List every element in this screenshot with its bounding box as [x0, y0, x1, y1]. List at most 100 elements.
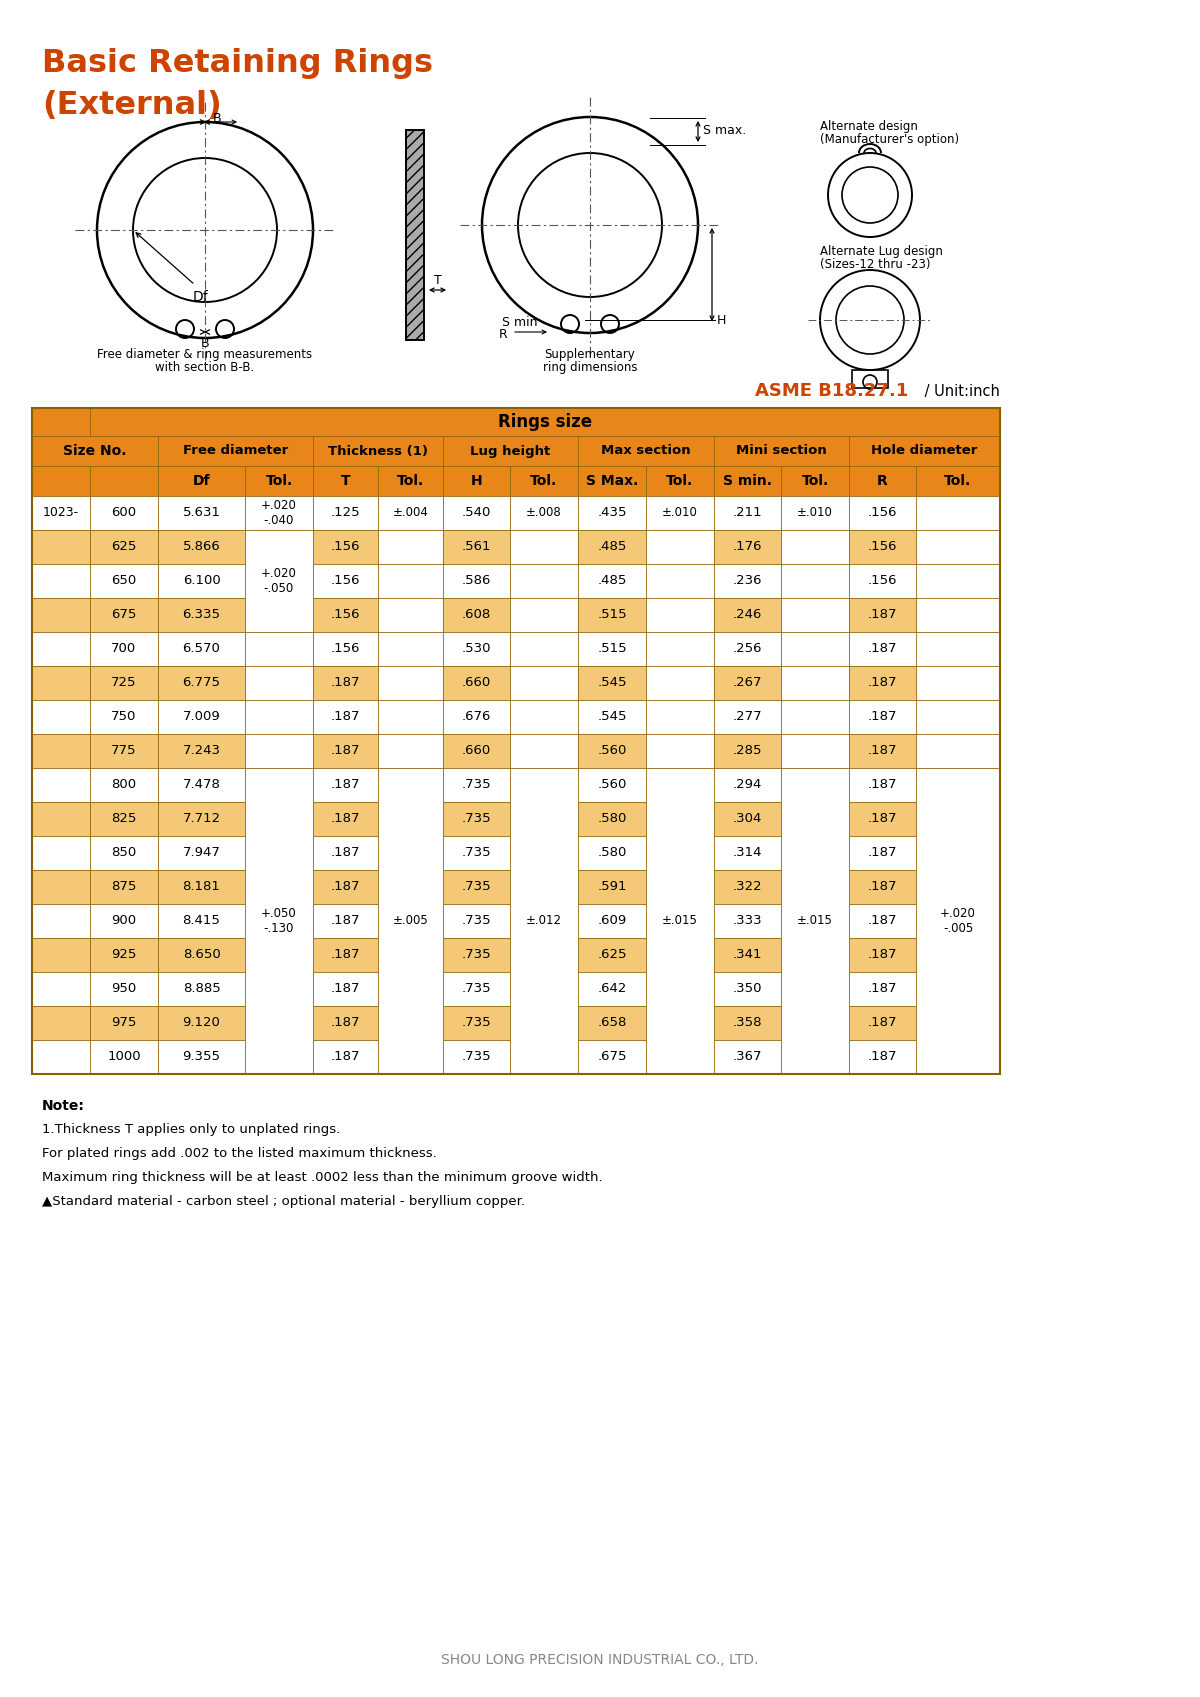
- Bar: [313, 735, 378, 769]
- Bar: [158, 467, 245, 496]
- Bar: [781, 496, 850, 529]
- Text: .187: .187: [868, 847, 898, 859]
- Bar: [578, 837, 646, 871]
- Bar: [714, 735, 781, 769]
- Bar: [578, 699, 646, 735]
- Bar: [32, 529, 90, 563]
- Bar: [646, 563, 714, 597]
- Bar: [578, 1006, 646, 1040]
- Bar: [714, 1006, 781, 1040]
- Bar: [245, 938, 313, 972]
- Bar: [378, 467, 443, 496]
- Bar: [578, 529, 646, 563]
- Bar: [578, 665, 646, 699]
- Text: 6.775: 6.775: [182, 677, 221, 689]
- Text: .187: .187: [331, 813, 360, 825]
- Bar: [850, 699, 916, 735]
- Text: H: H: [470, 473, 482, 489]
- Bar: [90, 467, 158, 496]
- Bar: [32, 436, 158, 467]
- Bar: [378, 837, 443, 871]
- Text: with section B-B.: with section B-B.: [155, 361, 254, 373]
- Text: Max section: Max section: [601, 445, 691, 458]
- Text: 7.478: 7.478: [182, 779, 221, 791]
- Bar: [443, 769, 510, 803]
- Text: .187: .187: [331, 779, 360, 791]
- Bar: [378, 972, 443, 1006]
- Bar: [313, 905, 378, 938]
- Bar: [916, 803, 1000, 837]
- Bar: [916, 563, 1000, 597]
- Text: .735: .735: [462, 983, 491, 996]
- Text: R: R: [877, 473, 888, 489]
- Text: .156: .156: [331, 541, 360, 553]
- Text: 900: 900: [112, 915, 137, 928]
- Bar: [90, 496, 158, 529]
- Bar: [32, 769, 90, 803]
- Text: (External): (External): [42, 90, 222, 120]
- Bar: [916, 972, 1000, 1006]
- Text: 6.570: 6.570: [182, 643, 221, 655]
- Bar: [510, 496, 578, 529]
- Bar: [245, 467, 313, 496]
- Text: T: T: [434, 273, 442, 287]
- Bar: [714, 631, 781, 665]
- Bar: [646, 665, 714, 699]
- Text: .735: .735: [462, 881, 491, 894]
- Bar: [850, 938, 916, 972]
- Bar: [443, 871, 510, 905]
- Bar: [850, 871, 916, 905]
- Text: .609: .609: [598, 915, 626, 928]
- Bar: [646, 496, 714, 529]
- Bar: [245, 871, 313, 905]
- Bar: [510, 1040, 578, 1074]
- Text: 7.243: 7.243: [182, 745, 221, 757]
- Bar: [781, 529, 850, 563]
- Bar: [510, 769, 578, 1074]
- Bar: [378, 699, 443, 735]
- Bar: [443, 699, 510, 735]
- Bar: [378, 597, 443, 631]
- Text: Rings size: Rings size: [498, 412, 592, 431]
- Text: .367: .367: [733, 1050, 762, 1064]
- Bar: [90, 563, 158, 597]
- Bar: [378, 871, 443, 905]
- Bar: [90, 1040, 158, 1074]
- Bar: [714, 563, 781, 597]
- Text: .350: .350: [733, 983, 762, 996]
- Text: 6.335: 6.335: [182, 609, 221, 621]
- Bar: [90, 529, 158, 563]
- Bar: [245, 1040, 313, 1074]
- Bar: [378, 803, 443, 837]
- Text: 7.947: 7.947: [182, 847, 221, 859]
- Bar: [245, 972, 313, 1006]
- Text: R: R: [499, 329, 508, 341]
- Bar: [313, 1006, 378, 1040]
- Text: .314: .314: [733, 847, 762, 859]
- Bar: [510, 597, 578, 631]
- Bar: [714, 938, 781, 972]
- Bar: [313, 699, 378, 735]
- Bar: [443, 436, 578, 467]
- Text: 975: 975: [112, 1017, 137, 1030]
- Text: +.020
-.040: +.020 -.040: [262, 499, 296, 528]
- Text: ±.015: ±.015: [797, 915, 833, 928]
- Bar: [378, 938, 443, 972]
- Text: .125: .125: [331, 506, 360, 519]
- Text: .580: .580: [598, 813, 626, 825]
- Bar: [32, 1006, 90, 1040]
- Bar: [245, 563, 313, 597]
- Text: .735: .735: [462, 1017, 491, 1030]
- Text: Tol.: Tol.: [944, 473, 972, 489]
- Text: SHOU LONG PRECISION INDUSTRIAL CO., LTD.: SHOU LONG PRECISION INDUSTRIAL CO., LTD.: [442, 1653, 758, 1666]
- Text: 8.650: 8.650: [182, 949, 221, 962]
- Bar: [313, 467, 378, 496]
- Text: S min.: S min.: [722, 473, 772, 489]
- Bar: [158, 871, 245, 905]
- Bar: [916, 699, 1000, 735]
- Bar: [32, 938, 90, 972]
- Bar: [781, 597, 850, 631]
- Text: .187: .187: [868, 983, 898, 996]
- Bar: [916, 467, 1000, 496]
- Bar: [158, 529, 245, 563]
